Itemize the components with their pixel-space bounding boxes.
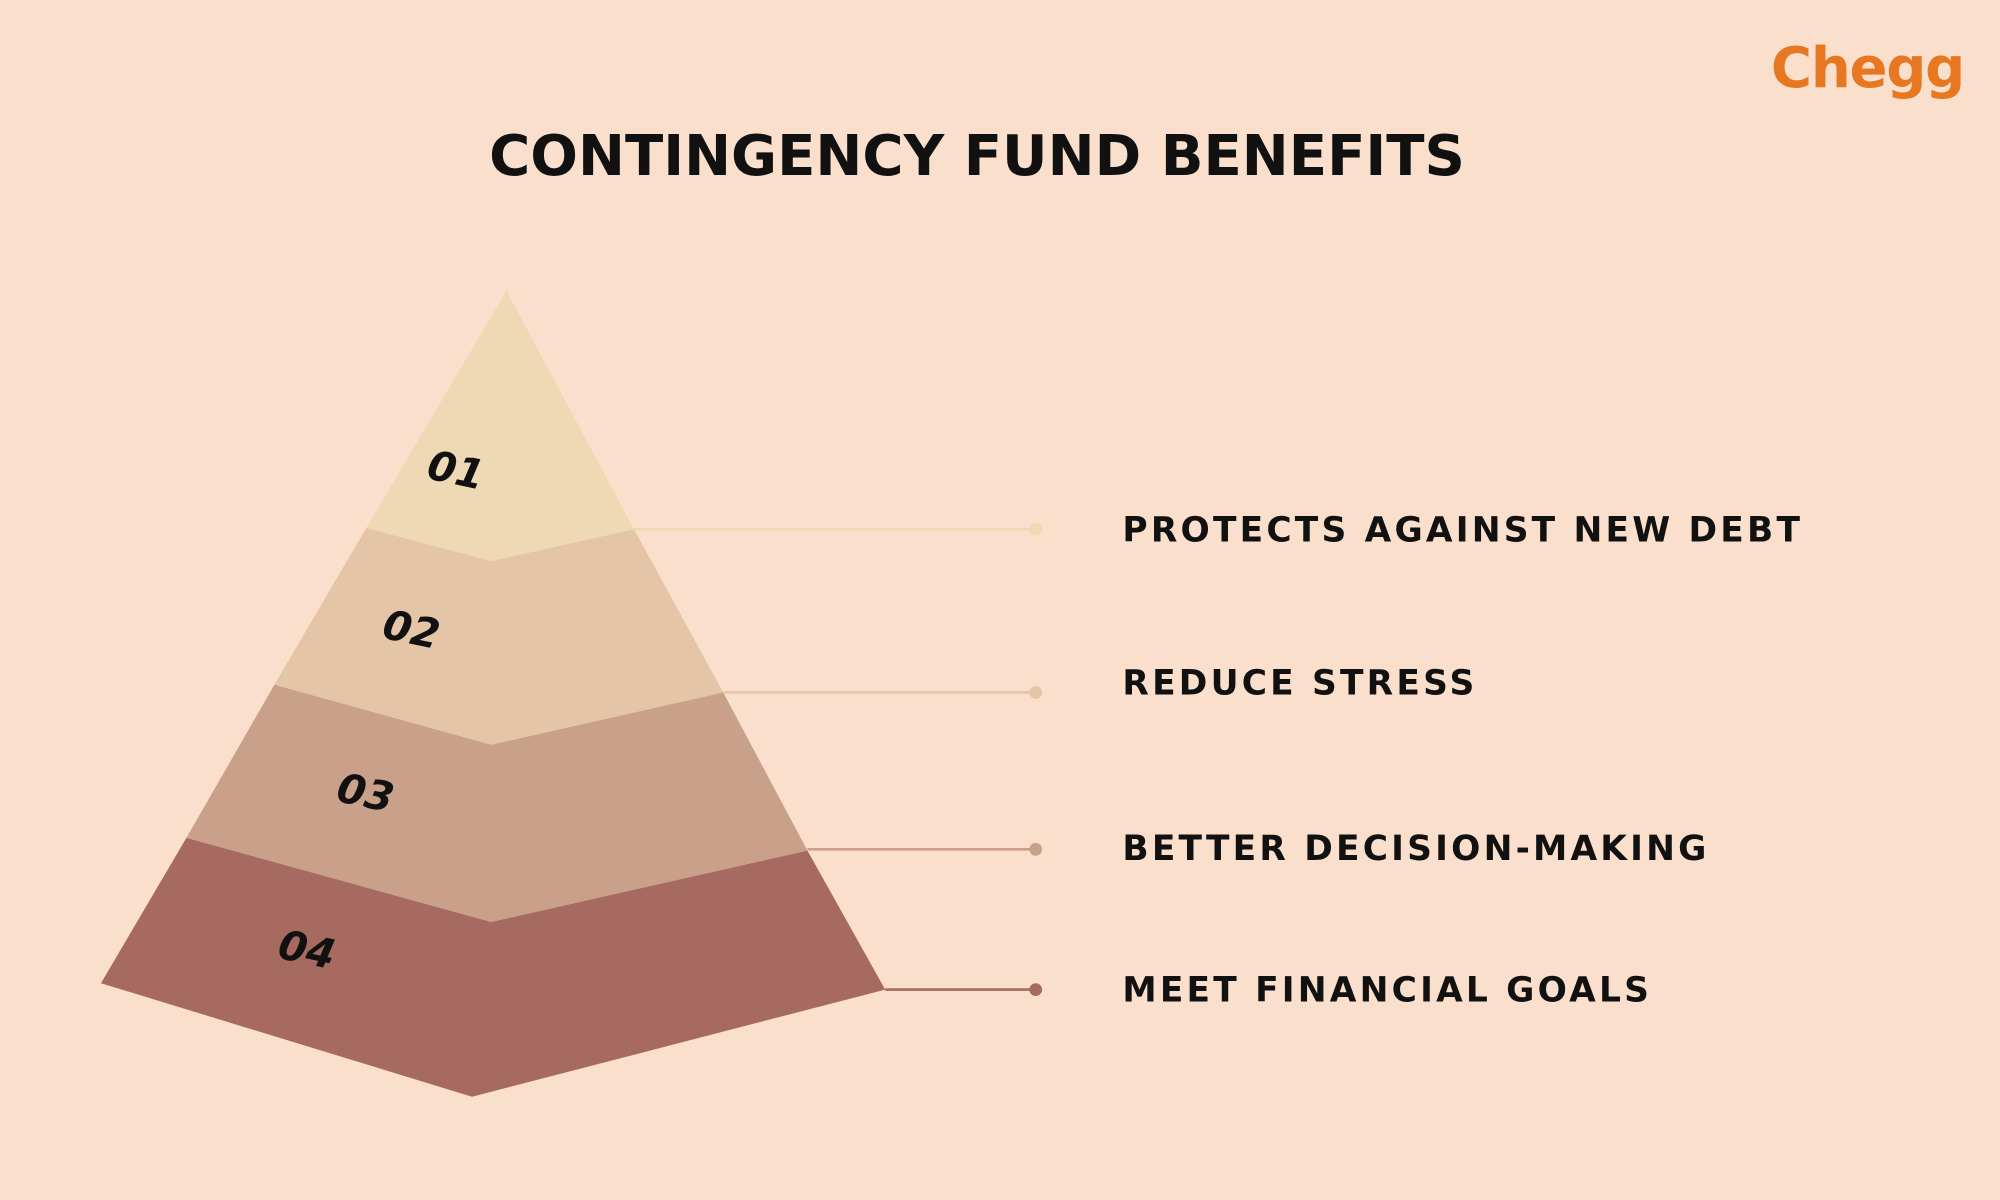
level-number: 03: [333, 763, 399, 822]
level-label: PROTECTS AGAINST NEW DEBT: [1122, 510, 1803, 550]
level-label: REDUCE STRESS: [1122, 663, 1477, 703]
level-label: MEET FINANCIAL GOALS: [1122, 971, 1652, 1011]
pyramid-level: [100, 837, 886, 1097]
pyramid-level: [366, 290, 635, 562]
logo: Chegg: [1771, 36, 1964, 101]
title: CONTINGENCY FUND BENEFITS: [489, 124, 1465, 189]
level-label: BETTER DECISION-MAKING: [1122, 829, 1709, 869]
pyramid-level: [274, 527, 724, 745]
pyramid-level: [186, 684, 808, 922]
level-number: 02: [379, 600, 445, 659]
level-number: 04: [274, 920, 340, 979]
level-number: 01: [423, 441, 489, 500]
connector: [634, 522, 1043, 996]
